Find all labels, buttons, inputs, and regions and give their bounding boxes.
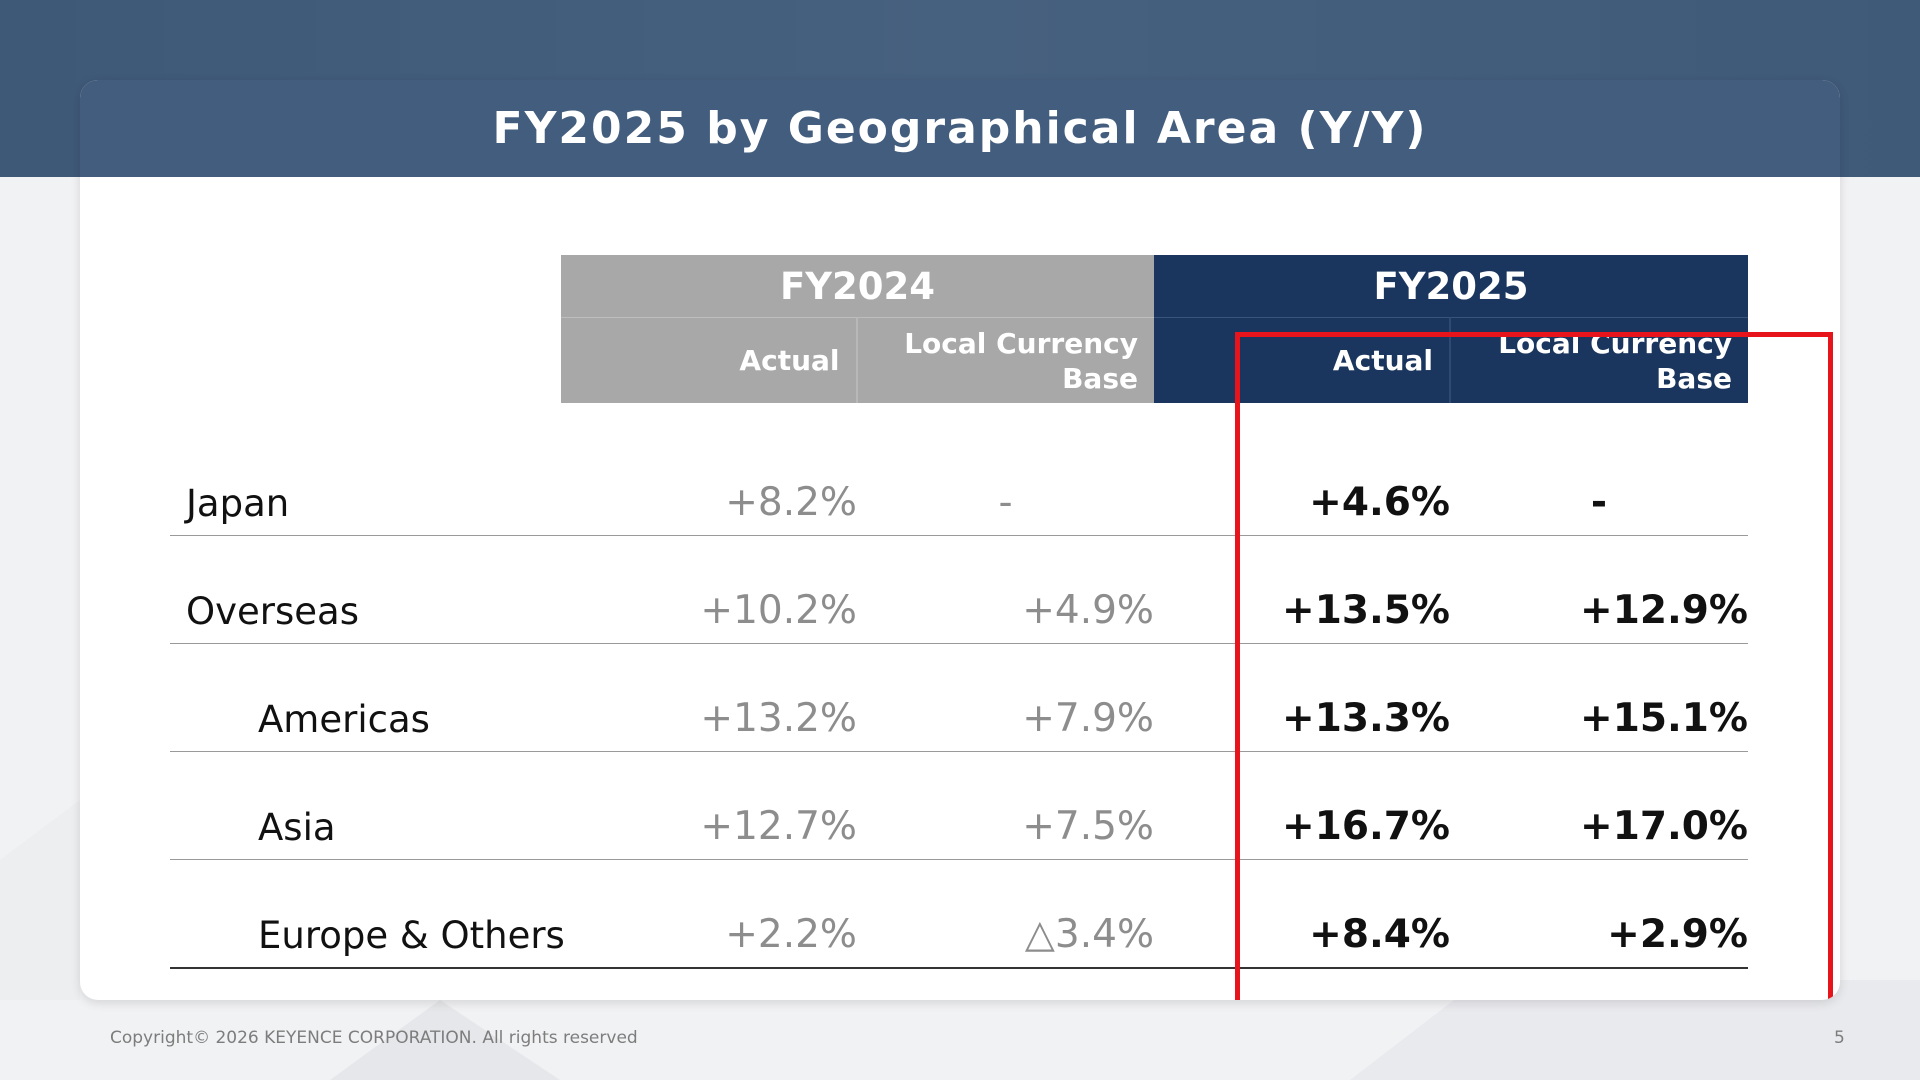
fy2025-actual-value: +8.4%	[1309, 912, 1450, 957]
fy2025-year: FY2025	[1373, 264, 1529, 308]
row-label: Japan	[186, 482, 290, 525]
fy2025-local-value: +2.9%	[1607, 912, 1748, 957]
fy2024-header: FY2024 Actual Local Currency Base	[561, 255, 1154, 403]
fy2024-local-value: +4.9%	[1022, 588, 1154, 633]
fy2025-local-header: Local Currency Base	[1451, 317, 1748, 403]
fy2025-local-value: +17.0%	[1580, 804, 1748, 849]
row-label: Asia	[258, 806, 336, 849]
fy2024-actual-value: +13.2%	[700, 696, 857, 741]
fy2024-local-value: △3.4%	[1024, 912, 1154, 957]
fy2024-actual-value: +8.2%	[725, 480, 857, 525]
fy2025-header: FY2025 Actual Local Currency Base	[1154, 255, 1748, 403]
fy2025-actual-value: +16.7%	[1282, 804, 1450, 849]
row-label: Americas	[258, 698, 430, 741]
fy2025-actual-header: Actual	[1154, 317, 1451, 403]
fy2024-local-value: +7.9%	[1022, 696, 1154, 741]
table-row-overseas: Overseas +10.2% +4.9% +13.5% +12.9%	[170, 535, 1748, 644]
fy2024-actual-value: +10.2%	[700, 588, 857, 633]
page-title: FY2025 by Geographical Area (Y/Y)	[492, 103, 1428, 154]
fy2024-local-value: +7.5%	[1022, 804, 1154, 849]
fy2025-actual-value: +13.3%	[1282, 696, 1450, 741]
row-label: Overseas	[186, 590, 359, 633]
fy2025-actual-value: +13.5%	[1282, 588, 1450, 633]
title-bar: FY2025 by Geographical Area (Y/Y)	[80, 80, 1840, 177]
fy2024-local-line1: Local Currency	[904, 326, 1138, 360]
table-row-americas: Americas +13.2% +7.9% +13.3% +15.1%	[170, 643, 1748, 752]
fy2025-local-value: -	[1590, 480, 1608, 525]
table-row-asia: Asia +12.7% +7.5% +16.7% +17.0%	[170, 751, 1748, 860]
fy2025-actual-value: +4.6%	[1309, 480, 1450, 525]
fy2024-actual-value: +2.2%	[725, 912, 857, 957]
page-number: 5	[1834, 1028, 1845, 1048]
fy2025-local-line2: Base	[1656, 361, 1732, 395]
table-row-europe-others: Europe & Others +2.2% △3.4% +8.4% +2.9%	[170, 859, 1748, 969]
slide: FY2025 by Geographical Area (Y/Y) FY2024…	[80, 80, 1840, 1000]
fy2025-local-value: +12.9%	[1580, 588, 1748, 633]
table-row-japan: Japan +8.2% - +4.6% -	[170, 427, 1748, 536]
row-label: Europe & Others	[258, 914, 565, 957]
fy2025-local-value: +15.1%	[1580, 696, 1748, 741]
fy2024-local-line2: Base	[1062, 361, 1138, 395]
fy2024-actual-value: +12.7%	[700, 804, 857, 849]
fy2025-local-line1: Local Currency	[1498, 326, 1732, 360]
fy2024-actual-header: Actual	[561, 317, 858, 403]
fy2024-local-value: -	[998, 480, 1013, 525]
copyright-text: Copyright© 2026 KEYENCE CORPORATION. All…	[110, 1028, 638, 1048]
fy2024-local-header: Local Currency Base	[857, 317, 1154, 403]
fy2024-year: FY2024	[779, 264, 936, 308]
